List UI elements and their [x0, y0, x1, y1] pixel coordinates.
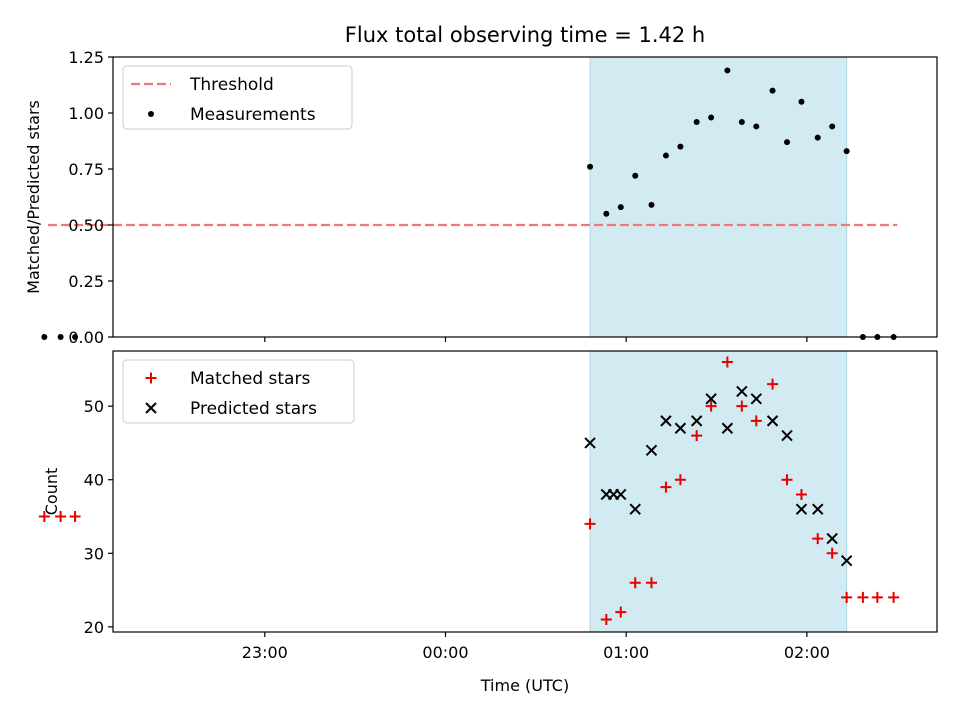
- y-tick-label: 20: [84, 618, 104, 637]
- predicted-star-point: [629, 503, 641, 515]
- matched-star-point: [660, 481, 672, 493]
- predicted-star-point: [674, 422, 687, 434]
- x-tick-label: 23:00: [242, 643, 288, 662]
- bottom-y-axis-label: Count: [42, 468, 61, 516]
- chart-title: Flux total observing time = 1.42 h: [345, 23, 705, 47]
- bottom-panel: 20 30 40 50 23:00 00:00 01:00 02:00 Count Matched…: [38, 350, 938, 662]
- legend-label: Matched stars: [190, 369, 310, 389]
- measurement-point: [72, 334, 79, 340]
- matched-star-point: [629, 577, 641, 589]
- x-tick-label: 02:00: [784, 643, 830, 662]
- legend-matched-swatch: [145, 372, 157, 384]
- measurement-point: [769, 87, 776, 94]
- matched-star-point: [721, 356, 733, 368]
- predicted-star-point: [826, 532, 838, 545]
- matched-star-point: [705, 400, 717, 412]
- measurement-point: [662, 152, 669, 159]
- predicted-star-point: [795, 503, 808, 515]
- measurement-point: [784, 139, 791, 146]
- predicted-star-point: [660, 415, 672, 427]
- measurement-point: [632, 172, 639, 179]
- matched-star-point: [781, 474, 793, 486]
- matched-star-point: [871, 591, 883, 603]
- predicted-star-point: [705, 393, 717, 405]
- top-panel: 0.00 0.25 0.50 0.75 1.00 1.25 Matched/Predicte…: [24, 48, 938, 347]
- y-tick-label: 50: [84, 397, 104, 416]
- matched-star-point: [767, 378, 779, 390]
- matched-star-point: [615, 606, 627, 618]
- measurement-point: [738, 118, 745, 125]
- predicted-star-point: [615, 488, 627, 501]
- matched-star-point: [691, 430, 703, 442]
- x-axis-label: Time (UTC): [480, 676, 569, 695]
- matched-star-point: [857, 591, 869, 603]
- matched-star-point: [600, 613, 612, 625]
- predicted-star-point: [736, 385, 748, 398]
- bottom-observing-span: [589, 350, 848, 633]
- top-legend-box: [122, 65, 353, 130]
- matched-star-point: [674, 474, 686, 486]
- measurement-point: [57, 334, 64, 340]
- matched-star-point: [38, 511, 50, 523]
- matched-star-point: [826, 547, 838, 559]
- predicted-star-point: [584, 437, 596, 449]
- measurement-point: [829, 123, 836, 130]
- measurement-point: [587, 163, 594, 170]
- legend-label: Threshold: [189, 75, 274, 95]
- measurement-point: [798, 98, 805, 105]
- x-tick-label: 00:00: [422, 643, 468, 662]
- top-y-axis-label: Matched/Predicted stars: [24, 100, 43, 294]
- matched-star-point: [750, 415, 762, 427]
- matched-star-point: [841, 591, 853, 603]
- legend-label: Predicted stars: [190, 399, 317, 419]
- predicted-star-point: [781, 429, 793, 442]
- bottom-axes-frame: [112, 350, 938, 633]
- measurement-point: [724, 67, 731, 74]
- y-tick-label: 30: [84, 544, 104, 563]
- measurement-point: [753, 123, 760, 130]
- measurement-point: [814, 134, 821, 141]
- matched-star-point: [736, 400, 748, 412]
- matched-star-point: [55, 511, 67, 523]
- measurement-point: [617, 204, 624, 211]
- legend-measurement-swatch: [148, 111, 154, 117]
- y-tick-label: 1.00: [68, 104, 104, 123]
- y-tick-label: 0.25: [68, 272, 104, 291]
- predicted-star-point: [690, 415, 703, 427]
- measurement-point: [677, 143, 684, 150]
- matched-star-point: [812, 533, 824, 545]
- matched-star-point: [888, 591, 900, 603]
- predicted-star-point: [645, 444, 658, 457]
- bottom-legend-box: [122, 359, 355, 424]
- legend-predicted-swatch: [145, 402, 157, 414]
- matched-star-point: [584, 518, 596, 530]
- y-tick-label: 40: [84, 471, 104, 490]
- matched-star-point: [69, 511, 81, 523]
- x-tick-label: 01:00: [603, 643, 649, 662]
- y-tick-label: 0.00: [68, 328, 104, 347]
- y-tick-label: 0.50: [68, 216, 104, 235]
- measurement-point: [693, 118, 700, 125]
- y-tick-label: 0.75: [68, 160, 104, 179]
- measurement-point: [648, 201, 655, 208]
- top-axes-frame: [112, 56, 938, 338]
- y-tick-label: 1.25: [68, 48, 104, 67]
- matched-star-point: [645, 577, 657, 589]
- measurement-point: [603, 210, 610, 217]
- measurement-point: [843, 148, 850, 155]
- predicted-star-point: [766, 415, 779, 427]
- matched-star-point: [795, 488, 807, 500]
- predicted-star-point: [750, 393, 763, 405]
- predicted-star-point: [812, 503, 824, 515]
- measurement-point: [708, 114, 715, 121]
- predicted-star-point: [721, 422, 734, 434]
- measurement-point: [41, 334, 48, 340]
- predicted-star-point: [840, 554, 853, 567]
- legend-label: Measurements: [190, 105, 316, 125]
- top-observing-span: [589, 56, 848, 338]
